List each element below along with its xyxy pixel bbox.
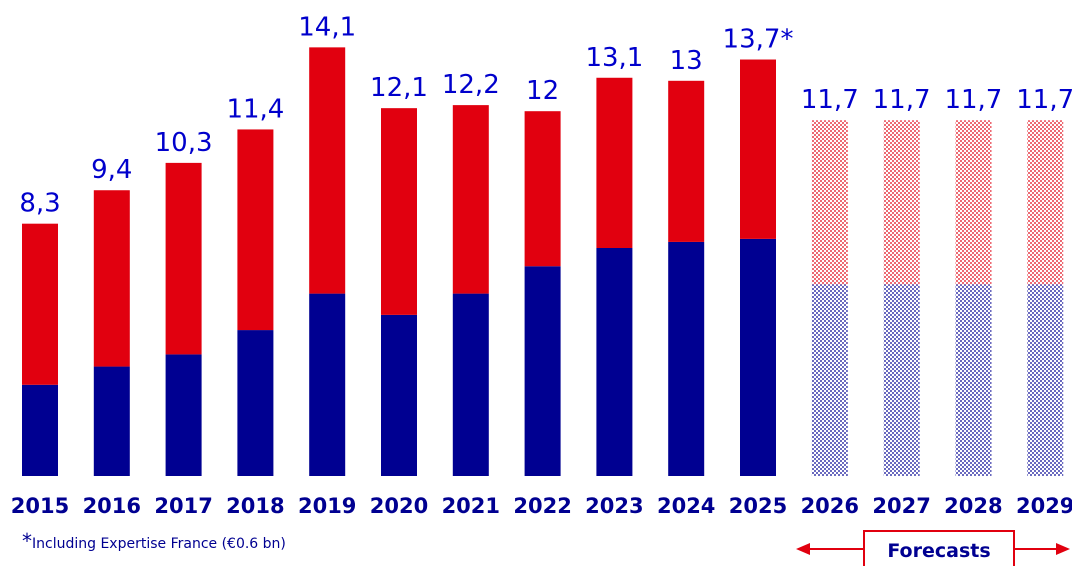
bar-segment-red-2016 xyxy=(93,190,130,367)
total-label-2029: 11,7 xyxy=(1016,85,1072,115)
bar-segment-red-2015 xyxy=(22,223,58,385)
forecast-arrow-left-icon xyxy=(796,543,810,555)
forecast-box xyxy=(863,530,1015,566)
year-label-2028: 2028 xyxy=(944,494,1002,518)
bar-segment-blue-2027 xyxy=(883,284,920,476)
bar-segment-red-2018 xyxy=(237,129,274,331)
bar-segment-blue-2022 xyxy=(524,266,561,476)
total-label-2017: 10,3 xyxy=(155,128,213,158)
year-label-2029: 2029 xyxy=(1016,494,1072,518)
year-label-2023: 2023 xyxy=(585,494,643,518)
total-label-2023: 13,1 xyxy=(585,43,643,73)
bar-segment-red-2019 xyxy=(309,47,346,294)
bar-segment-blue-2028 xyxy=(955,284,992,476)
year-label-2022: 2022 xyxy=(513,494,571,518)
year-label-2020: 2020 xyxy=(370,494,428,518)
year-label-2019: 2019 xyxy=(298,494,356,518)
year-label-2017: 2017 xyxy=(154,494,212,518)
year-label-2015: 2015 xyxy=(11,494,69,518)
footnote-marker: * xyxy=(22,529,32,553)
bar-segment-red-2027 xyxy=(883,120,920,285)
bar-segment-blue-2029 xyxy=(1027,284,1064,476)
year-label-2021: 2021 xyxy=(442,494,500,518)
bar-segment-blue-2017 xyxy=(165,354,202,476)
bar-segment-red-2022 xyxy=(524,111,561,267)
bar-segment-red-2025 xyxy=(740,59,776,239)
bar-segment-blue-2023 xyxy=(596,248,633,476)
bar-segment-red-2020 xyxy=(381,108,417,315)
footnote: *Including Expertise France (€0.6 bn) xyxy=(22,529,286,553)
footnote-text: Including Expertise France (€0.6 bn) xyxy=(32,536,286,552)
year-label-2024: 2024 xyxy=(657,494,715,518)
year-label-2027: 2027 xyxy=(872,494,930,518)
bar-segment-red-2021 xyxy=(452,105,489,294)
bar-segment-red-2029 xyxy=(1027,120,1064,285)
bar-segment-blue-2015 xyxy=(22,384,58,476)
total-label-2021: 12,2 xyxy=(442,70,500,100)
bar-segment-blue-2025 xyxy=(740,238,776,476)
bar-segment-red-2028 xyxy=(955,120,992,285)
bar-segment-blue-2020 xyxy=(381,314,417,476)
total-label-2018: 11,4 xyxy=(226,94,284,124)
bar-segment-red-2017 xyxy=(165,162,202,355)
year-label-2018: 2018 xyxy=(226,494,284,518)
year-label-2026: 2026 xyxy=(801,494,859,518)
total-label-2028: 11,7 xyxy=(944,85,1002,115)
year-label-2025: 2025 xyxy=(729,494,787,518)
total-label-2016: 9,4 xyxy=(91,155,132,185)
bar-segment-red-2023 xyxy=(596,77,633,248)
total-label-2020: 12,1 xyxy=(370,73,428,103)
total-label-2019: 14,1 xyxy=(298,12,356,42)
bar-segment-blue-2021 xyxy=(452,293,489,476)
forecast-range-indicator: Forecasts xyxy=(796,530,1070,566)
total-label-2025: 13,7* xyxy=(723,25,794,55)
total-label-2026: 11,7 xyxy=(801,85,859,115)
bar-segment-blue-2026 xyxy=(811,284,848,476)
bar-segment-blue-2019 xyxy=(309,293,346,476)
bar-segment-blue-2024 xyxy=(668,241,705,476)
forecast-label: Forecasts xyxy=(887,540,990,562)
bar-segment-red-2026 xyxy=(811,120,848,285)
total-label-2015: 8,3 xyxy=(19,189,60,219)
bar-segment-blue-2016 xyxy=(93,366,130,476)
forecast-arrow-right-icon xyxy=(1056,543,1070,555)
bar-segment-blue-2018 xyxy=(237,330,274,476)
total-label-2027: 11,7 xyxy=(873,85,931,115)
total-label-2022: 12 xyxy=(526,76,559,106)
year-label-2016: 2016 xyxy=(83,494,141,518)
total-label-2024: 13 xyxy=(670,46,703,76)
bar-segment-red-2024 xyxy=(668,80,705,242)
